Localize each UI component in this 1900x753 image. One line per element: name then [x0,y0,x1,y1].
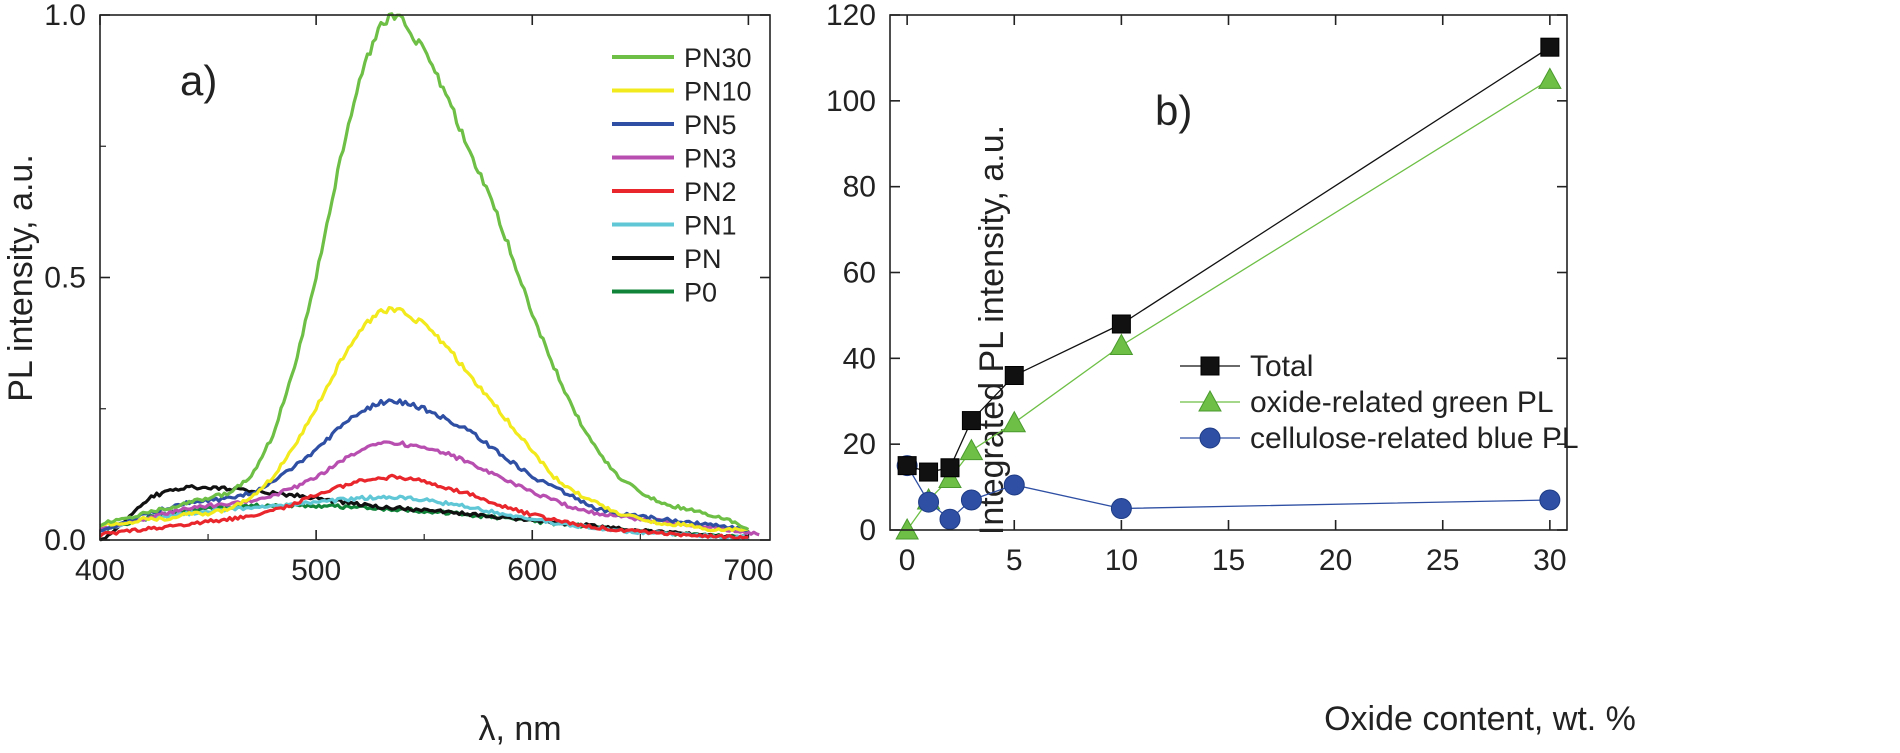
legend-label-total: Total [1250,350,1313,383]
data-point-oxide-related-green-pl [1538,67,1562,89]
data-point-total [1540,37,1560,57]
data-point-cellulose-related-blue-pl [960,489,982,511]
legend-label-pn3: PN3 [684,144,737,174]
legend-marker-cellulose-related-blue-pl [1199,427,1221,449]
panel-b-series [895,37,1562,540]
panel-b-x-tick-label: 5 [1006,544,1023,577]
data-point-total [961,411,981,431]
legend-marker-total [1200,356,1220,376]
panel-b-y-tick-label: 100 [826,85,876,118]
panel-a-y-tick-label: 0.5 [44,262,86,295]
legend-label-pn30: PN30 [684,43,752,73]
panel-b-x-tick-label: 30 [1533,544,1566,577]
panel-b-y-tick-label: 80 [843,171,876,204]
panel-b-x-tick-label: 0 [899,544,916,577]
data-point-oxide-related-green-pl [1109,333,1134,355]
panel-b-x-tick-label: 15 [1212,544,1245,577]
panel-b-x-tick-label: 25 [1426,544,1459,577]
data-point-cellulose-related-blue-pl [1110,498,1132,520]
panel-a-x-tick-label: 600 [507,554,557,587]
legend-label-pn2: PN2 [684,177,737,207]
panel-b-integrated-pl: b) Oxide content, wt. % Integrated PL in… [826,0,1636,738]
panel-b-y-tick-label: 60 [843,257,876,290]
panel-b-y-tick-label: 0 [859,514,876,547]
panel-b-x-tick-label: 10 [1105,544,1138,577]
series-line-pn2 [98,473,749,541]
data-point-cellulose-related-blue-pl [939,508,961,530]
panel-a-x-tick-label: 400 [75,554,125,587]
panel-a-ticks: 400 500 600 700 0.0 0.5 1.0 [44,0,773,587]
data-point-total [1111,314,1131,334]
legend-label-p0: P0 [684,278,717,308]
panel-a-x-axis-title: λ, nm [478,710,561,748]
data-point-total [940,458,960,478]
legend-label-oxide-related-green-pl: oxide-related green PL [1250,386,1554,419]
data-point-cellulose-related-blue-pl [918,491,940,513]
panel-a-label: a) [180,57,217,104]
series-line-pn10 [99,306,749,533]
panel-a-y-tick-label: 0.0 [44,524,86,557]
panel-b-y-tick-label: 20 [843,428,876,461]
data-point-cellulose-related-blue-pl [1539,489,1561,511]
data-point-cellulose-related-blue-pl [1003,474,1025,496]
panel-a-axes-frame [99,14,771,541]
legend-marker-oxide-related-green-pl [1198,389,1222,412]
legend-label-pn1: PN1 [684,211,737,241]
data-point-oxide-related-green-pl [1002,410,1027,433]
panel-a-pl-spectra: a) λ, nm PL intensity, a.u. 400 500 600 700… [2,0,773,748]
data-point-oxide-related-green-pl [938,466,962,488]
legend-label-pn: PN [684,244,722,274]
data-point-total [919,462,939,482]
data-point-total [1004,366,1024,385]
panel-a-y-axis-title: PL intensity, a.u. [2,154,40,402]
legend-label-cellulose-related-blue-pl: cellulose-related blue PL [1250,422,1579,455]
legend-label-pn10: PN10 [684,77,752,107]
panel-b-x-axis-title: Oxide content, wt. % [1324,700,1636,738]
data-point-total [897,456,917,476]
series-line-pn5 [99,398,750,533]
panel-b-label: b) [1155,87,1192,134]
panel-a-y-tick-label: 1.0 [44,0,86,32]
panel-b-frame [889,14,1568,531]
panel-b-ticks: 0 5 10 15 20 25 30 0 20 40 60 80 100 120 [826,0,1567,577]
panel-b-axes-frame [889,14,1568,531]
legend-label-pn5: PN5 [684,110,737,140]
data-point-oxide-related-green-pl [959,438,984,461]
panel-a-series [98,12,760,542]
panel-a-x-tick-label: 700 [723,554,773,587]
panel-b-x-tick-label: 20 [1319,544,1352,577]
data-point-oxide-related-green-pl [895,517,919,540]
panel-a-frame [99,14,771,541]
series-line-pn30 [99,12,750,531]
panel-a-x-tick-label: 500 [291,554,341,587]
panel-b-y-axis-title: Integrated PL intensity, a.u. [973,125,1011,535]
panel-b-y-tick-label: 40 [843,342,876,375]
panel-b-y-tick-label: 120 [826,0,876,32]
